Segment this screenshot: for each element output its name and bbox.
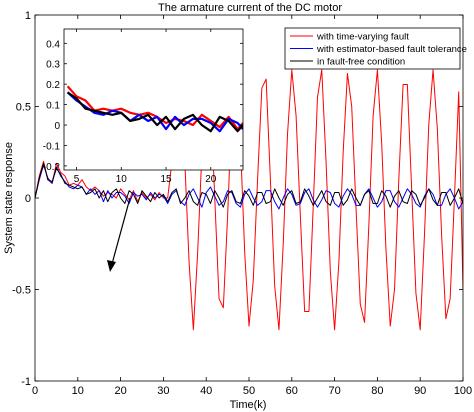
main-x-tick-label: 50 [243, 385, 255, 397]
inset-plot-background [64, 29, 243, 170]
inset-y-tick-label: 0.2 [46, 80, 60, 91]
inset-series-line-1 [66, 91, 243, 133]
main-x-tick-label: 90 [414, 385, 426, 397]
inset-y-tick-label: -0.1 [43, 141, 61, 152]
main-x-tick-label: 100 [454, 385, 472, 397]
main-x-tick-label: 10 [72, 385, 84, 397]
inset-series-group [66, 85, 243, 133]
main-series-line-1 [35, 164, 463, 210]
inset-y-tick-label: -0.2 [43, 162, 61, 173]
main-x-tick-label: 30 [157, 385, 169, 397]
inset-y-tick-label: 0.4 [46, 39, 60, 50]
inset-plot-area: 5 10 15 20 -0.2 -0.1 0 0.1 0.2 0.3 0.4 [43, 28, 244, 185]
main-y-tick-label: -1 [21, 376, 31, 388]
main-x-tick-label: 20 [114, 385, 126, 397]
chart-title: The armature current of the DC motor [158, 2, 342, 14]
main-x-tick-label: 60 [286, 385, 298, 397]
main-x-tick-label: 0 [32, 385, 38, 397]
main-x-tick-label: 40 [200, 385, 212, 397]
main-x-tick-label: 70 [328, 385, 340, 397]
x-axis-label: Time(k) [230, 399, 267, 411]
inset-y-tick-label: 0.1 [46, 101, 60, 112]
inset-x-tick-label: 5 [74, 174, 80, 185]
inset-axes-frame [63, 28, 244, 171]
annotation-arrow [111, 197, 131, 265]
legend-label-2: in fault-free condition [317, 57, 405, 68]
inset-x-tick-label: 20 [205, 174, 217, 185]
main-y-tick-label: 0 [25, 193, 31, 205]
main-chart: The armature current of the DC motor Tim… [3, 2, 472, 411]
legend-box [284, 27, 461, 70]
inset-y-tick-label: 0.3 [46, 60, 60, 71]
main-plot-area: 0 10 20 30 40 50 60 70 80 90 100-1-0.500.51 [12, 10, 472, 397]
inset-y-tick-label: 0 [54, 121, 60, 132]
main-series-group [35, 69, 463, 331]
main-series-line-2 [35, 162, 463, 208]
main-x-tick-label: 80 [371, 385, 383, 397]
y-axis-label: System state response [3, 142, 15, 254]
main-y-tick-label: 1 [25, 10, 31, 22]
inset-x-tick-label: 10 [116, 174, 128, 185]
main-y-tick-label: -0.5 [12, 285, 31, 297]
inset-chart: 5 10 15 20 -0.2 -0.1 0 0.1 0.2 0.3 0.4 [43, 28, 244, 185]
inset-series-line-2 [66, 91, 243, 133]
annotation-arrowhead [107, 260, 116, 272]
legend-label-1: with estimator-based fault tolerance [316, 44, 467, 55]
legend-label-0: with time-varying fault [316, 32, 409, 43]
inset-x-tick-label: 15 [160, 174, 172, 185]
main-y-tick-label: 0.5 [16, 102, 31, 114]
